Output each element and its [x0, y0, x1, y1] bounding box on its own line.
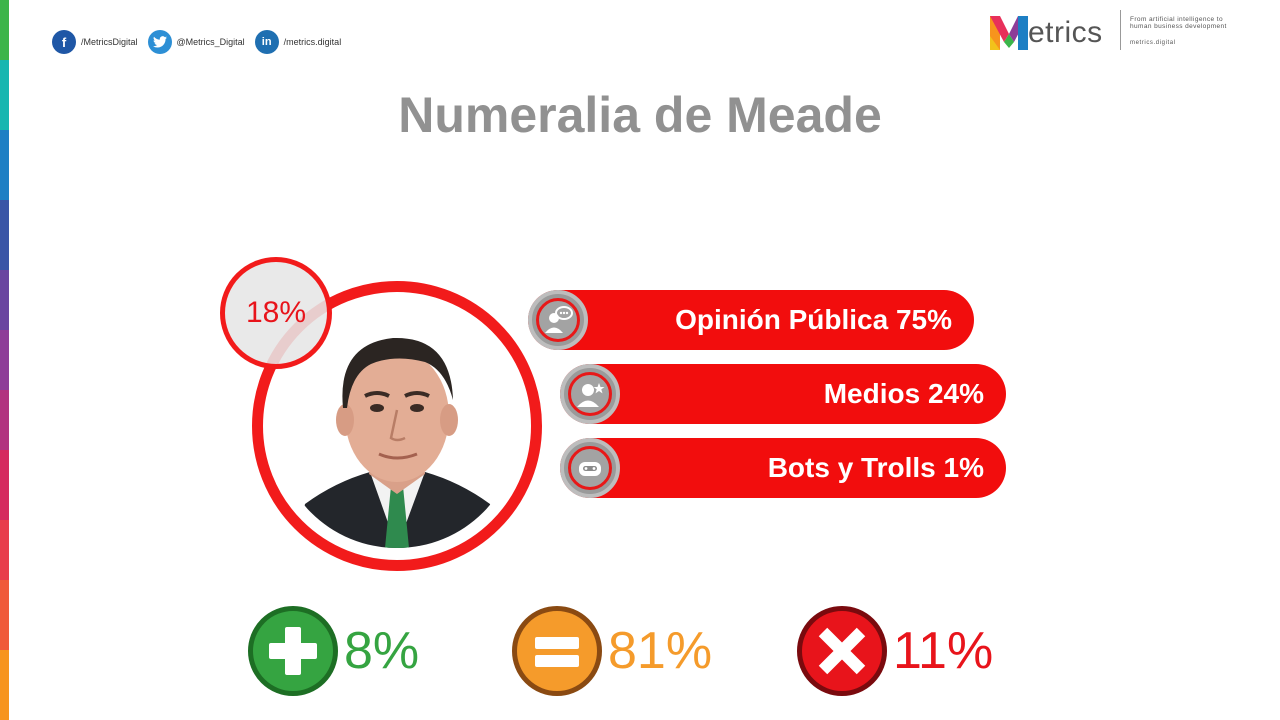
metrics-m-mark-icon: [990, 16, 1028, 50]
x-icon: [797, 606, 887, 696]
plus-icon: [248, 606, 338, 696]
source-label-bots: Bots y Trolls 1%: [767, 452, 984, 483]
social-linkedin[interactable]: in /metrics.digital: [254, 30, 342, 54]
logo-wordmark: etrics: [1028, 16, 1103, 49]
twitter-icon: [147, 30, 172, 54]
portrait-ring: [252, 281, 542, 571]
stat-neutral-value: 81%: [608, 622, 713, 680]
portrait-photo: [275, 304, 519, 548]
equals-icon: [512, 606, 602, 696]
logo-url: metrics.digital: [1130, 40, 1176, 46]
left-color-strip: [0, 0, 9, 720]
stat-neutral: 81%: [512, 606, 712, 696]
source-bar-media: Medios 24%: [560, 364, 1006, 424]
stat-negative: 11%: [797, 606, 993, 696]
facebook-handle: /MetricsDigital: [81, 37, 138, 47]
social-links: f /MetricsDigital @Metrics_Digital in /m…: [52, 30, 351, 54]
facebook-icon: f: [52, 30, 76, 54]
stat-negative-value: 11%: [893, 622, 994, 680]
bot-icon: [560, 438, 620, 498]
portrait-badge: 18%: [220, 257, 332, 369]
source-bar-opinion: Opinión Pública 75%: [528, 290, 974, 350]
stat-positive-value: 8%: [344, 622, 420, 680]
linkedin-handle: /metrics.digital: [283, 37, 342, 47]
logo-divider: [1120, 10, 1121, 50]
social-facebook[interactable]: f /MetricsDigital: [52, 30, 138, 54]
logo-tagline: From artificial intelligence to human bu…: [1130, 16, 1227, 30]
chat-person-icon: [528, 290, 588, 350]
stat-positive: 8%: [248, 606, 419, 696]
twitter-handle: @Metrics_Digital: [176, 37, 245, 47]
linkedin-icon: in: [254, 30, 279, 54]
source-label-media: Medios 24%: [823, 378, 984, 409]
media-person-icon: [560, 364, 620, 424]
page-title: Numeralia de Meade: [398, 87, 882, 143]
social-twitter[interactable]: @Metrics_Digital: [147, 30, 245, 54]
metrics-logo: etrics From artificial intelligence to h…: [990, 10, 1250, 54]
source-bar-bots: Bots y Trolls 1%: [560, 438, 1006, 498]
source-label-opinion: Opinión Pública 75%: [675, 304, 952, 335]
